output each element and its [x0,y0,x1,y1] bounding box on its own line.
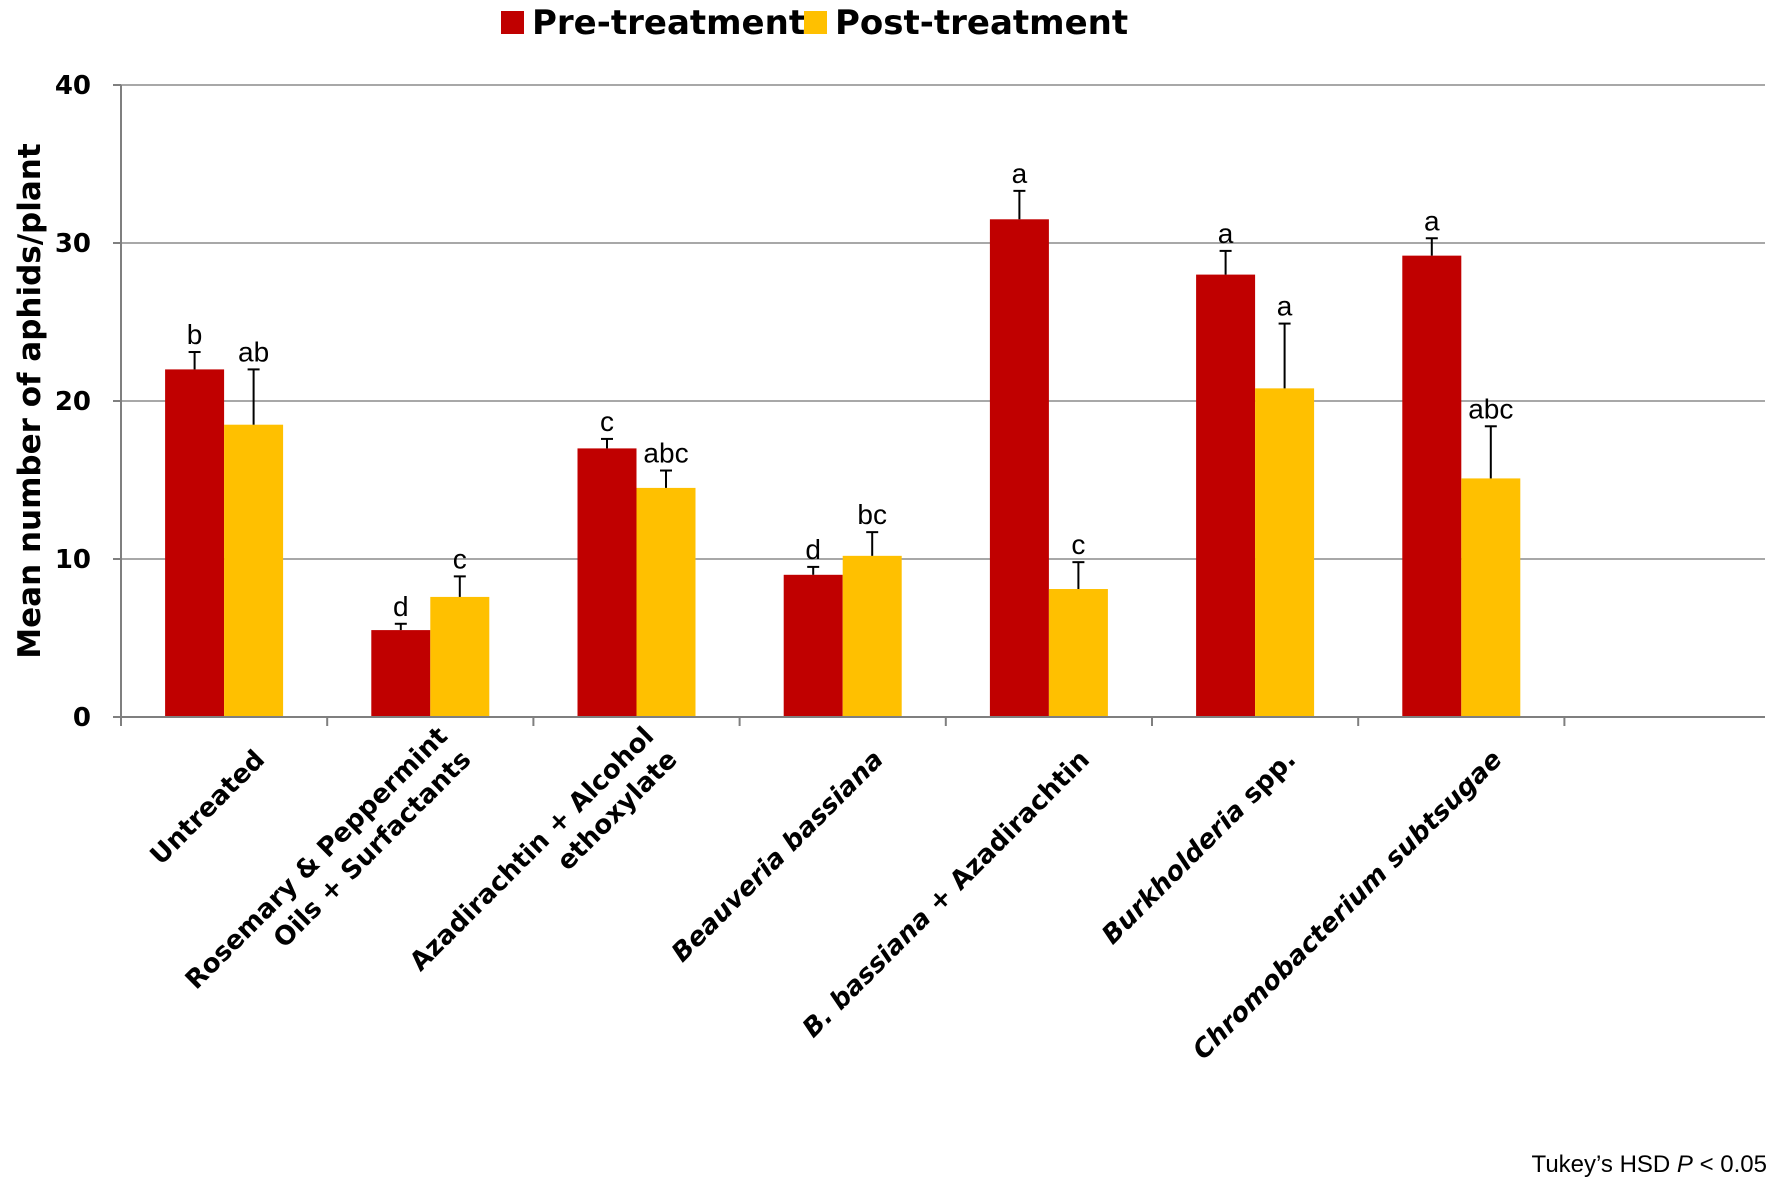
category-label-line: Beauveria bassiana [666,745,889,968]
category-label: Untreated [145,745,271,871]
footnote-p: P [1677,1151,1693,1178]
pre-treatment-bar [1402,255,1462,717]
footnote: Tukey’s HSD P < 0.05 [1532,1151,1767,1178]
pre-treatment-bar [1196,274,1256,717]
post-treatment-bar [1048,589,1108,717]
category-label-segment: + Azadirachtin [916,745,1096,925]
y-tick-label: 40 [55,71,91,101]
y-tick-label: 30 [55,229,91,259]
pre-treatment-bar [165,369,225,717]
legend: Pre-treatment Post-treatment [501,3,1128,43]
post-treatment-bar [1461,478,1521,717]
significance-letter: d [805,534,821,565]
y-tick-label: 0 [73,703,91,733]
y-axis-label: Mean number of aphids/plant [12,143,48,659]
post-treatment-bar [430,596,490,717]
pre-treatment-bar [783,574,843,717]
significance-letter: d [393,591,409,622]
pre-treatment-bar [989,219,1049,718]
legend-swatch-post [804,11,827,34]
category-label: Beauveria bassiana [666,745,889,968]
footnote-suffix: < 0.05 [1693,1151,1767,1178]
y-tick-labels: 0 10 20 30 40 [55,71,91,733]
significance-letter: c [600,406,614,437]
significance-letter: ab [238,336,269,367]
significance-letter: a [1218,218,1234,249]
post-treatment-bar [842,555,902,717]
y-tick-label: 20 [55,387,91,417]
significance-letter: b [187,319,203,350]
category-label-segment: B. bassiana [797,903,937,1043]
significance-letter: a [1424,205,1440,236]
axes [113,84,1765,726]
category-label-line: Burkholderia spp. [1096,745,1302,951]
post-treatment-bar [224,424,284,717]
category-label-segment: Burkholderia [1096,795,1251,950]
significance-letter: bc [857,499,887,530]
footnote-prefix: Tukey’s HSD [1532,1151,1677,1178]
post-treatment-bar [1255,388,1315,717]
significance-letter: a [1012,158,1028,189]
legend-label-post: Post-treatment [835,3,1128,43]
category-label-segment: spp. [1230,745,1302,817]
significance-letter: c [453,543,467,574]
category-label-line: Untreated [145,745,271,871]
significance-letter: abc [1468,393,1513,424]
pre-treatment-bar [371,630,431,717]
pre-treatment-bar [577,448,637,717]
significance-letter: abc [643,438,688,469]
category-label: Burkholderia spp. [1096,745,1302,951]
post-treatment-bar [636,487,696,717]
category-label-segment: Untreated [145,745,271,871]
significance-letter: a [1277,291,1293,322]
category-label-segment: Beauveria bassiana [666,745,889,968]
significance-letter: c [1071,529,1085,560]
y-tick-label: 10 [55,545,91,575]
legend-swatch-pre [501,11,524,34]
legend-label-pre: Pre-treatment [532,3,805,43]
